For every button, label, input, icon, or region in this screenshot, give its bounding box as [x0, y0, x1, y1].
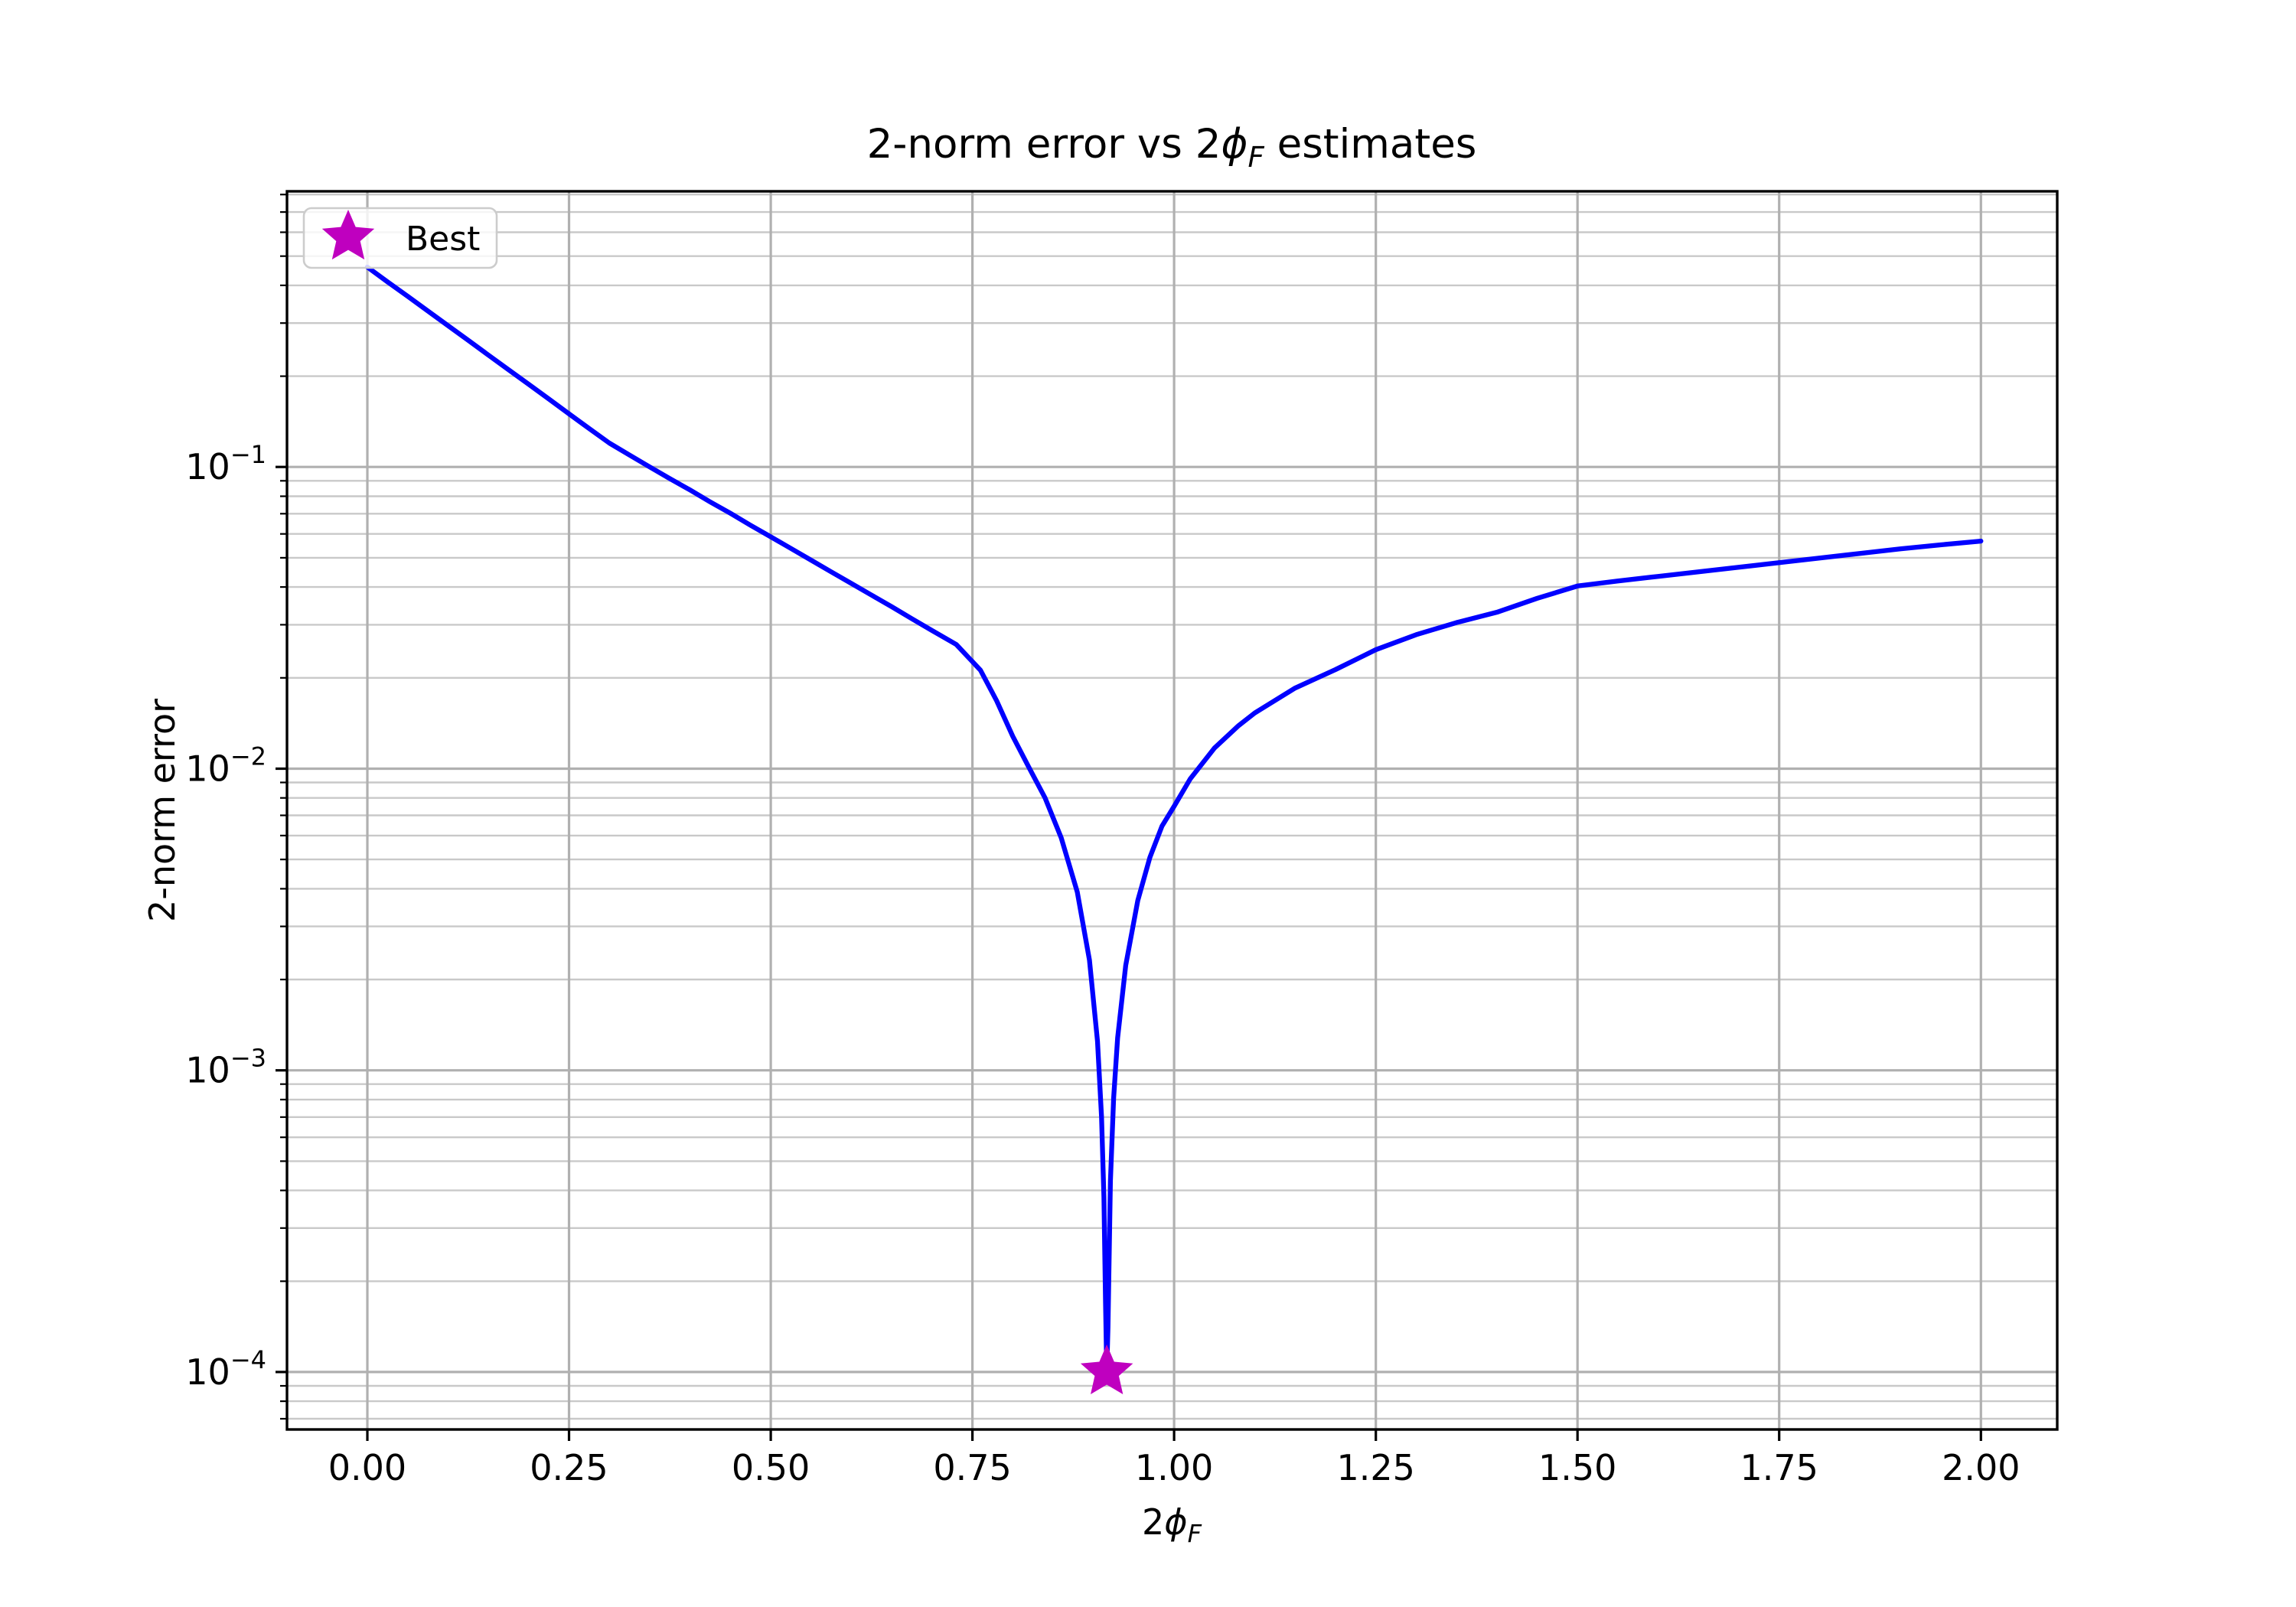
x-tick-label: 1.25: [1336, 1447, 1414, 1488]
x-tick-label: 1.50: [1538, 1447, 1616, 1488]
x-tick-label: 0.00: [328, 1447, 406, 1488]
axis-ticks: [276, 194, 1982, 1441]
error-curve: [364, 264, 1984, 1375]
y-tick-label: 10−3: [185, 1044, 266, 1091]
y-tick-label: 10−1: [185, 440, 266, 487]
legend: Best: [302, 207, 498, 269]
y-tick-label: 10−4: [185, 1345, 266, 1393]
x-tick-label: 0.75: [933, 1447, 1011, 1488]
chart-title: 2-norm error vs 2ϕF estimates: [867, 121, 1477, 174]
x-tick-label: 1.00: [1135, 1447, 1213, 1488]
x-axis-label: 2ϕF: [1142, 1501, 1202, 1548]
x-tick-label: 1.75: [1740, 1447, 1818, 1488]
grid-major-lines: [287, 191, 2057, 1429]
y-tick-labels: 10−1 10−2 10−3 10−4: [185, 440, 266, 1393]
legend-star-icon: [321, 210, 375, 260]
y-axis-label: 2-norm error: [142, 699, 183, 922]
legend-label: Best: [406, 220, 480, 259]
grid-minor-lines: [287, 193, 2057, 1420]
best-point-star-marker: [1080, 1344, 1133, 1394]
x-tick-label: 0.25: [530, 1447, 608, 1488]
plot-border: [285, 190, 2059, 1431]
x-tick-label: 0.50: [732, 1447, 810, 1488]
x-tick-labels: 0.00 0.25 0.50 0.75 1.00 1.25 1.50 1.75 2.00: [328, 1447, 2020, 1488]
y-tick-label: 10−2: [185, 742, 266, 790]
x-tick-label: 2.00: [1942, 1447, 2020, 1488]
